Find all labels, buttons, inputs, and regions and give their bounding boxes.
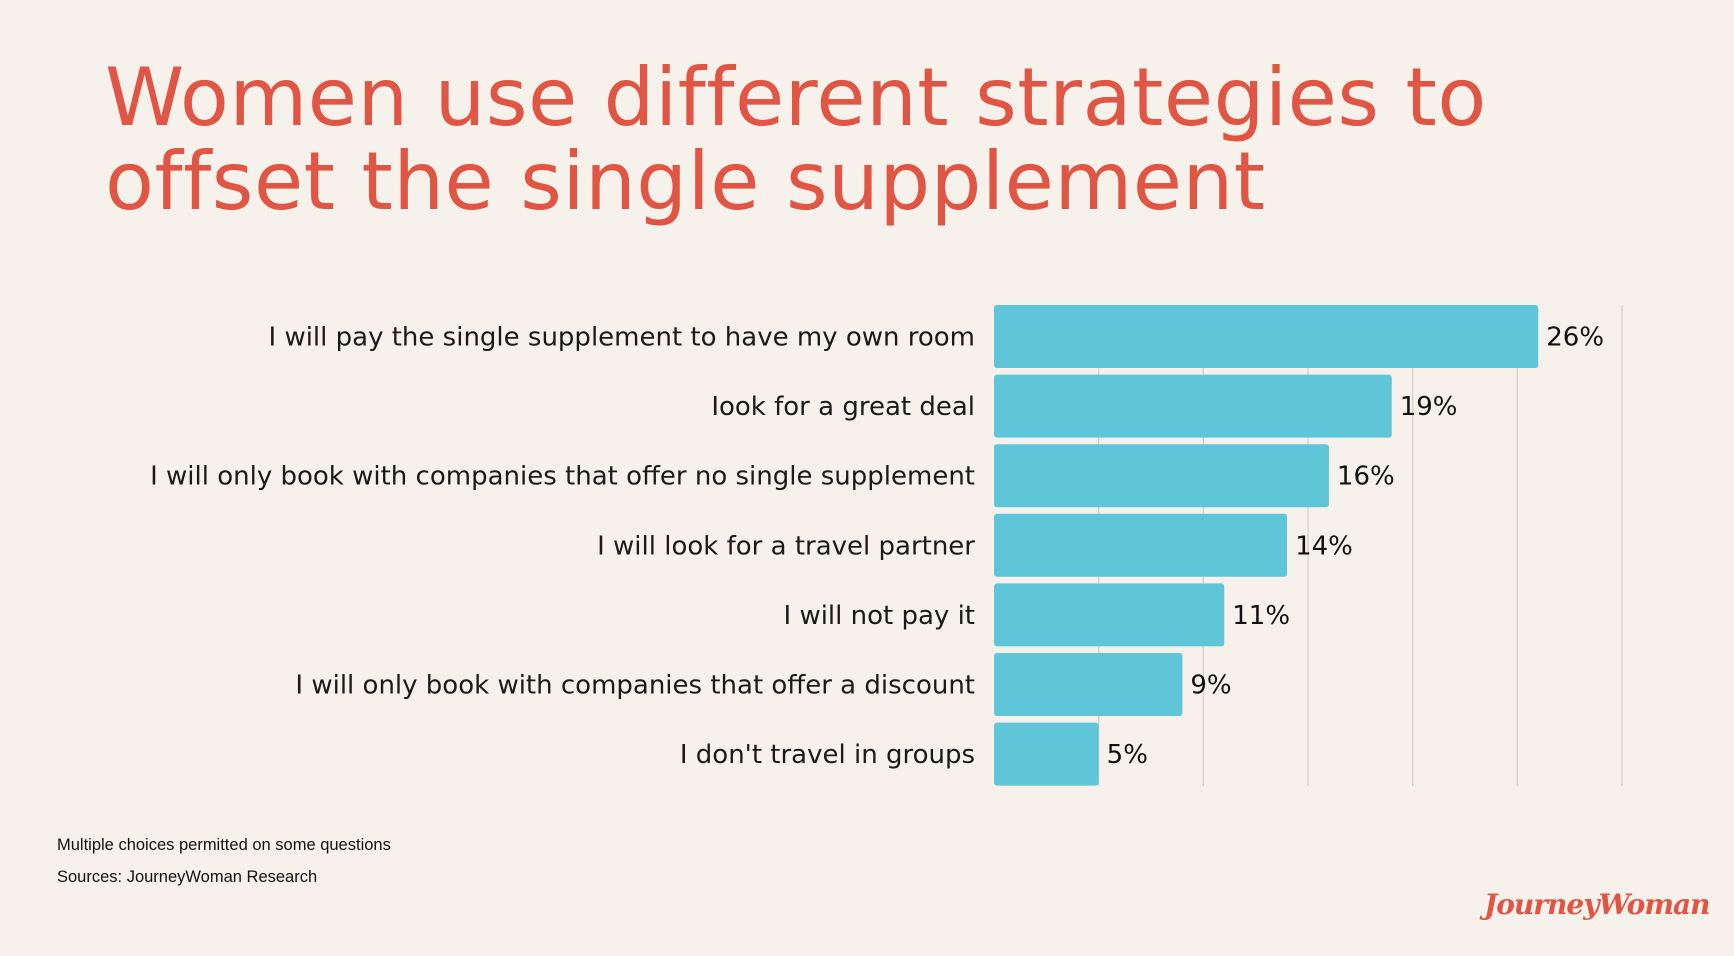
data-label: 16% xyxy=(1337,462,1395,492)
journeywoman-logo: JourneyWoman xyxy=(1484,888,1710,921)
footnote-multiple-choice: Multiple choices permitted on some quest… xyxy=(57,836,391,854)
bar xyxy=(994,374,1392,438)
data-label: 11% xyxy=(1232,601,1290,631)
bar xyxy=(994,722,1099,786)
category-label: I will not pay it xyxy=(784,601,975,631)
data-label: 5% xyxy=(1107,740,1148,770)
data-label: 26% xyxy=(1546,323,1604,353)
bar xyxy=(994,513,1288,577)
chart-title: Women use different strategies to offset… xyxy=(105,56,1655,224)
bar xyxy=(994,444,1329,508)
bar xyxy=(994,305,1539,368)
bar xyxy=(994,653,1183,716)
footnote-source: Sources: JourneyWoman Research xyxy=(57,868,318,886)
category-label: I will pay the single supplement to have… xyxy=(269,323,975,353)
data-label: 14% xyxy=(1295,531,1353,561)
category-label: I will only book with companies that off… xyxy=(295,671,975,701)
category-label: Iook for a great deal xyxy=(711,392,975,422)
title-line-1: Women use different strategies to xyxy=(105,51,1487,144)
category-label: I will look for a travel partner xyxy=(597,531,975,561)
data-label: 9% xyxy=(1190,671,1231,701)
title-line-2: offset the single supplement xyxy=(105,135,1266,228)
category-label: I don't travel in groups xyxy=(680,740,975,770)
bar xyxy=(994,583,1225,647)
category-label: I will only book with companies that off… xyxy=(150,462,975,492)
data-label: 19% xyxy=(1400,392,1458,422)
